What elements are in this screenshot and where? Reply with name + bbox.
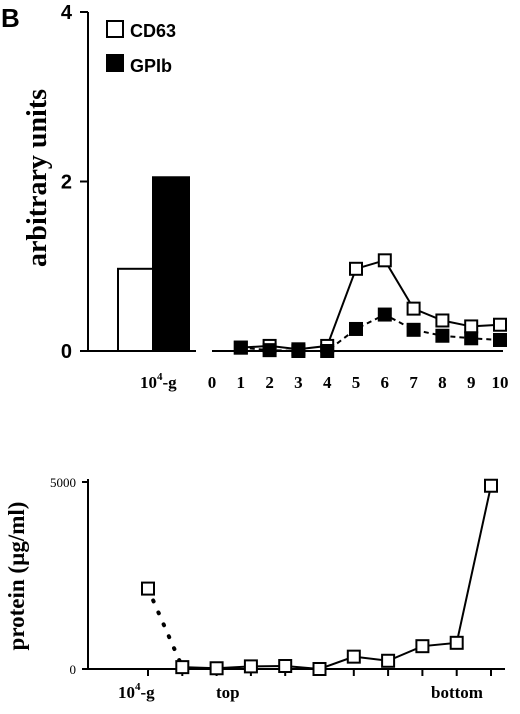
top-y-tick-label: 4 bbox=[61, 2, 73, 24]
bar-gpib bbox=[152, 176, 190, 352]
top-y-axis-label: arbitrary units bbox=[22, 89, 53, 267]
point-gpib bbox=[406, 322, 421, 337]
top-x-tick-label: 6 bbox=[381, 373, 390, 392]
top-series-markers bbox=[233, 253, 507, 358]
top-chart: arbitrary units 024 0 1 2 3 4 5 6 7 8 9 10 CD63 GP… bbox=[22, 2, 509, 392]
point-gpib bbox=[291, 344, 306, 358]
point-cd63 bbox=[464, 319, 479, 334]
top-x-ticks: 0 1 2 3 4 5 6 7 8 9 10 bbox=[208, 373, 509, 392]
bottom-x-label-start-base: 10 bbox=[118, 683, 135, 702]
legend-gpib-swatch bbox=[106, 54, 124, 72]
point-protein bbox=[278, 659, 293, 674]
top-x-tick-label: 10 bbox=[492, 373, 509, 392]
point-protein bbox=[346, 649, 361, 664]
point-gpib bbox=[233, 340, 248, 355]
line-protein bbox=[182, 485, 492, 671]
point-gpib bbox=[262, 343, 277, 358]
top-x-tick-label: 3 bbox=[294, 373, 303, 392]
reference-connector-dotted bbox=[146, 586, 185, 670]
top-x-tick-label: 2 bbox=[265, 373, 274, 392]
point-protein bbox=[449, 635, 464, 650]
bottom-series-lines bbox=[146, 485, 492, 671]
bottom-x-label-bottom: bottom bbox=[431, 683, 483, 702]
bottom-chart: protein (µg/ml) 0 5000 104-g top bottom bbox=[4, 475, 505, 702]
top-y-ticks: 0 2 4 bbox=[61, 2, 88, 363]
panel-label: B bbox=[1, 3, 20, 33]
top-x-tick-label: 9 bbox=[467, 373, 476, 392]
top-x-tick-label: 5 bbox=[352, 373, 361, 392]
bottom-x-ticks bbox=[147, 669, 492, 676]
top-x-tick-label: 8 bbox=[438, 373, 447, 392]
point-cd63 bbox=[377, 253, 392, 268]
bottom-x-label-start-sup: 4 bbox=[135, 681, 141, 693]
top-bar-category-base: 10 bbox=[140, 373, 157, 392]
top-x-tick-label: 0 bbox=[208, 373, 217, 392]
bottom-y-tick-label: 0 bbox=[70, 662, 77, 677]
top-bars bbox=[117, 176, 190, 353]
top-series-lines bbox=[240, 259, 501, 352]
line-cd63 bbox=[240, 259, 501, 351]
bottom-y-tick-label: 5000 bbox=[50, 475, 76, 490]
top-y-tick-label: 0 bbox=[61, 341, 72, 363]
legend-cd63-label: CD63 bbox=[130, 21, 176, 41]
bottom-y-ticks: 0 5000 bbox=[50, 475, 88, 677]
point-gpib bbox=[377, 307, 392, 322]
point-protein bbox=[175, 660, 190, 675]
bottom-y-axis-label: protein (µg/ml) bbox=[4, 502, 29, 651]
point-cd63 bbox=[493, 317, 507, 332]
top-bar-category-suffix: -g bbox=[163, 373, 178, 392]
top-bar-category-sup: 4 bbox=[157, 371, 163, 383]
point-reference bbox=[141, 581, 155, 596]
top-bar-category-label: 104-g bbox=[140, 371, 177, 392]
top-y-tick-label: 2 bbox=[61, 172, 72, 194]
legend: CD63 GPIb bbox=[106, 20, 176, 76]
line-gpib bbox=[240, 313, 501, 352]
top-x-tick-label: 1 bbox=[237, 373, 246, 392]
point-protein bbox=[312, 662, 327, 676]
point-gpib bbox=[435, 328, 450, 343]
point-cd63 bbox=[435, 313, 450, 328]
point-protein bbox=[381, 653, 396, 668]
top-x-tick-label: 4 bbox=[323, 373, 332, 392]
bottom-series-markers bbox=[141, 478, 498, 676]
legend-cd63-swatch bbox=[106, 20, 124, 38]
bottom-x-label-start-suffix: -g bbox=[141, 683, 156, 702]
legend-gpib-label: GPIb bbox=[130, 56, 172, 76]
point-protein bbox=[209, 661, 224, 676]
point-protein bbox=[484, 478, 498, 493]
top-x-tick-label: 7 bbox=[409, 373, 418, 392]
point-gpib bbox=[464, 331, 479, 346]
bar-cd63 bbox=[117, 267, 155, 353]
point-cd63 bbox=[406, 301, 421, 316]
bottom-x-label-start: 104-g bbox=[118, 681, 155, 702]
point-gpib bbox=[320, 344, 335, 358]
point-protein bbox=[243, 659, 258, 674]
point-gpib bbox=[349, 321, 363, 336]
point-gpib bbox=[493, 332, 507, 347]
point-cd63 bbox=[349, 261, 363, 276]
bottom-x-label-top: top bbox=[216, 683, 240, 702]
point-protein bbox=[415, 639, 430, 654]
